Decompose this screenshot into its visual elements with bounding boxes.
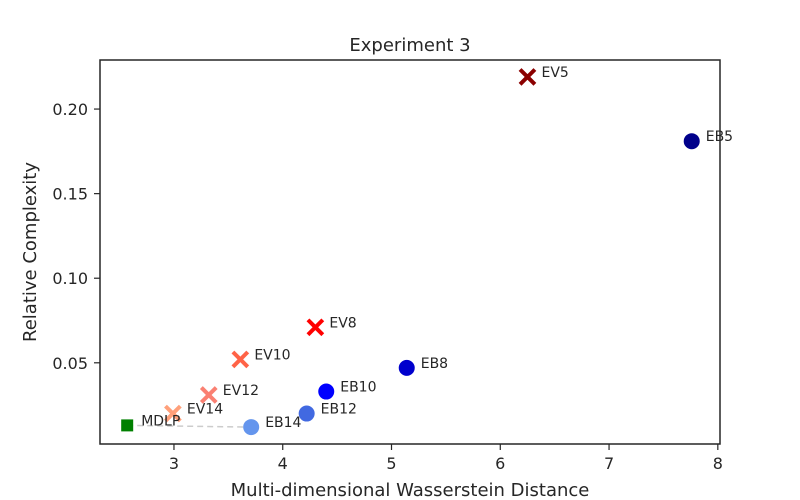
- point-eb14: [243, 419, 260, 436]
- y-tick-label: 0.10: [52, 269, 88, 288]
- point-label-ev12: EV12: [223, 383, 259, 399]
- point-label-ev8: EV8: [329, 315, 356, 331]
- point-label-eb14: EB14: [265, 415, 301, 431]
- point-ev14: [164, 404, 182, 423]
- point-eb8: [398, 359, 415, 376]
- chart-title: Experiment 3: [349, 35, 470, 56]
- point-eb10: [318, 383, 335, 400]
- x-tick-label: 3: [169, 454, 179, 473]
- point-label-ev14: EV14: [187, 402, 223, 418]
- point-label-ev5: EV5: [541, 65, 568, 81]
- x-tick-label: 8: [713, 454, 723, 473]
- y-axis-label: Relative Complexity: [20, 162, 41, 342]
- point-eb12: [298, 405, 315, 422]
- x-tick-label: 5: [386, 454, 396, 473]
- y-tick-label: 0.05: [52, 354, 88, 373]
- point-label-eb12: EB12: [321, 402, 357, 418]
- point-label-ev10: EV10: [254, 347, 290, 363]
- point-label-eb8: EB8: [421, 356, 448, 372]
- point-ev12: [199, 386, 218, 404]
- connector-line: [127, 424, 252, 428]
- y-tick-label: 0.15: [52, 185, 88, 204]
- x-axis: 3 4 5 6 7 8: [169, 444, 723, 473]
- point-ev5: [518, 68, 537, 86]
- y-tick-label: 0.20: [52, 100, 88, 119]
- point-ev10: [231, 350, 250, 369]
- point-label-mdlp: MDLP: [141, 413, 180, 429]
- point-ev8: [306, 318, 325, 337]
- x-axis-label: Multi-dimensional Wasserstein Distance: [231, 480, 590, 500]
- point-mdlp: [121, 419, 134, 432]
- point-label-eb10: EB10: [340, 380, 376, 396]
- point-eb5: [683, 133, 700, 150]
- x-tick-label: 6: [495, 454, 505, 473]
- x-tick-label: 4: [278, 454, 288, 473]
- plot-frame: [99, 59, 721, 445]
- x-tick-label: 7: [604, 454, 614, 473]
- y-axis: 0.05 0.10 0.15 0.20: [52, 100, 100, 373]
